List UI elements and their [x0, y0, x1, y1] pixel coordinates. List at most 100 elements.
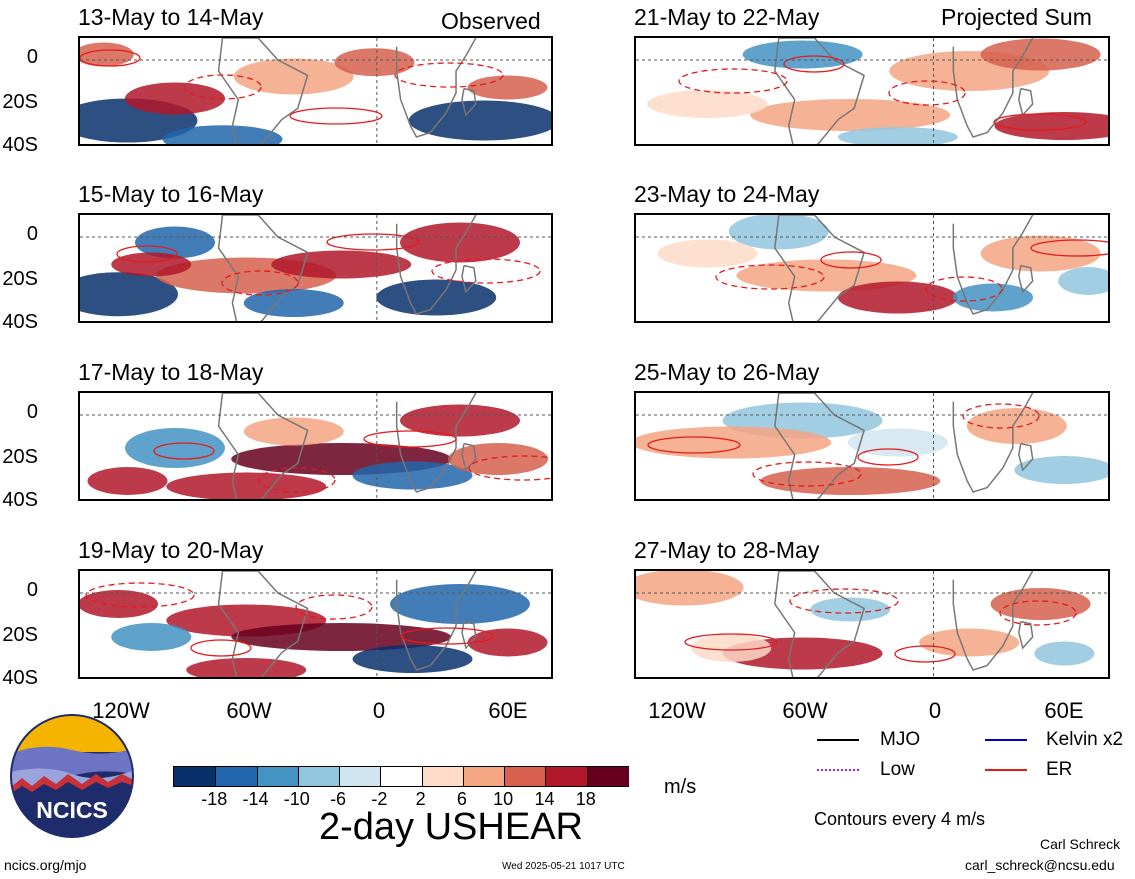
shading-patch: [1034, 641, 1095, 666]
xtick-60w-right: 60W: [782, 698, 828, 723]
coastline: [395, 38, 477, 138]
er-contours: [85, 582, 494, 657]
er-contour: [925, 276, 1003, 302]
coastline: [952, 571, 1034, 671]
er-contour: [221, 270, 299, 296]
er-contours: [647, 403, 1040, 487]
coastline: [1018, 442, 1034, 472]
colorbar-cell: [545, 767, 589, 786]
ytick-0-row3: 0: [26, 401, 38, 423]
shading-layer: [647, 38, 1108, 144]
shading-patch: [1014, 456, 1108, 484]
shading-patch: [111, 252, 192, 277]
shading-patch: [376, 279, 497, 316]
map-panel-projected-3: [634, 391, 1110, 501]
shading-patch: [636, 426, 832, 459]
coastline-layer: [217, 393, 477, 499]
shading-patch: [231, 623, 452, 651]
ncics-logo: NCICS: [10, 714, 134, 838]
shading-patch: [990, 588, 1091, 620]
coastline: [395, 393, 477, 493]
legend-label-er: ER: [1046, 759, 1073, 780]
logo-text: NCICS: [36, 797, 108, 823]
colorbar-tick-label: -6: [330, 789, 347, 809]
map-panel-projected-1: [634, 36, 1110, 146]
panel-title-observed-2: 15-May to 16-May: [78, 181, 264, 207]
er-contour: [326, 233, 420, 251]
er-contour: [394, 62, 504, 88]
shading-patch: [810, 597, 891, 622]
coastline: [952, 38, 1034, 138]
er-contour: [468, 455, 551, 481]
colorbar-cell: [339, 767, 382, 786]
shading-patch: [953, 283, 1033, 312]
coastline: [461, 442, 477, 472]
er-contour: [431, 258, 541, 284]
coastline: [217, 38, 309, 144]
er-contour: [894, 645, 956, 663]
er-contour: [783, 55, 845, 73]
coastline: [952, 215, 1034, 315]
legend-swatch-mjo: [817, 739, 859, 741]
er-contour: [857, 448, 919, 466]
shading-patch: [186, 658, 307, 677]
colorbar-tick-label: 6: [456, 789, 467, 809]
er-contour: [888, 80, 966, 106]
er-contour: [999, 600, 1077, 626]
shading-layer: [87, 404, 548, 499]
er-contours: [80, 49, 504, 125]
shading-patch: [352, 645, 473, 673]
colorbar-tick-label: 18: [575, 789, 596, 809]
er-contour: [363, 430, 457, 448]
er-contour: [715, 264, 825, 290]
legend-swatch-kelvin: [985, 739, 1027, 741]
er-contour: [116, 245, 178, 263]
colorbar-tick-label: 14: [534, 789, 555, 809]
shading-patch: [408, 100, 551, 141]
colorbar-cell: [297, 767, 341, 786]
coastline: [217, 571, 309, 677]
ytick-40s-row1: 40S: [2, 134, 38, 156]
coastline: [952, 393, 1034, 493]
xtick-120w-left: 120W: [92, 698, 150, 723]
er-contour: [684, 633, 778, 651]
panel-title-observed-3: 17-May to 18-May: [78, 359, 264, 385]
shading-patch: [334, 48, 415, 77]
legend-swatch-low: [817, 769, 859, 771]
er-contour: [184, 74, 262, 100]
panel-title-observed-1: 13-May to 14-May: [78, 4, 264, 30]
legend-label-mjo: MJO: [880, 729, 921, 750]
shading-layer: [636, 571, 1095, 670]
figure-title: 2-day USHEAR: [319, 806, 583, 848]
shading-patch: [448, 443, 548, 475]
shading-patch: [80, 590, 158, 618]
er-contours: [678, 55, 1087, 131]
er-contours: [153, 430, 551, 493]
shading-patch: [728, 215, 829, 250]
er-contour: [678, 68, 788, 94]
panel-title-observed-4: 19-May to 20-May: [78, 537, 264, 563]
contour-note: Contours every 4 m/s: [814, 809, 986, 829]
colorbar-cell: [586, 767, 630, 786]
er-contour: [190, 639, 252, 657]
coastline: [461, 264, 477, 294]
shading-patch: [1058, 267, 1108, 295]
ytick-0-row1: 0: [26, 46, 38, 68]
shading-patch: [125, 428, 225, 468]
xtick-0-right: 0: [928, 698, 942, 723]
er-contours: [116, 233, 541, 296]
er-contour: [962, 403, 1040, 429]
colorbar-unit: m/s: [664, 776, 697, 798]
er-contour: [289, 107, 383, 125]
colorbar-cell: [256, 767, 300, 786]
shading-patch: [837, 281, 958, 314]
panel-title-projected-4: 27-May to 28-May: [634, 537, 820, 563]
colorbar-cell: [215, 767, 259, 786]
colorbar-tick-label: 2: [415, 789, 426, 809]
er-contour: [993, 113, 1087, 131]
coastline-layer: [217, 215, 477, 321]
shading-patch: [636, 571, 744, 606]
er-contour: [258, 467, 336, 493]
shading-patch: [750, 99, 951, 131]
column-title-projected: Projected Sum: [941, 4, 1092, 30]
